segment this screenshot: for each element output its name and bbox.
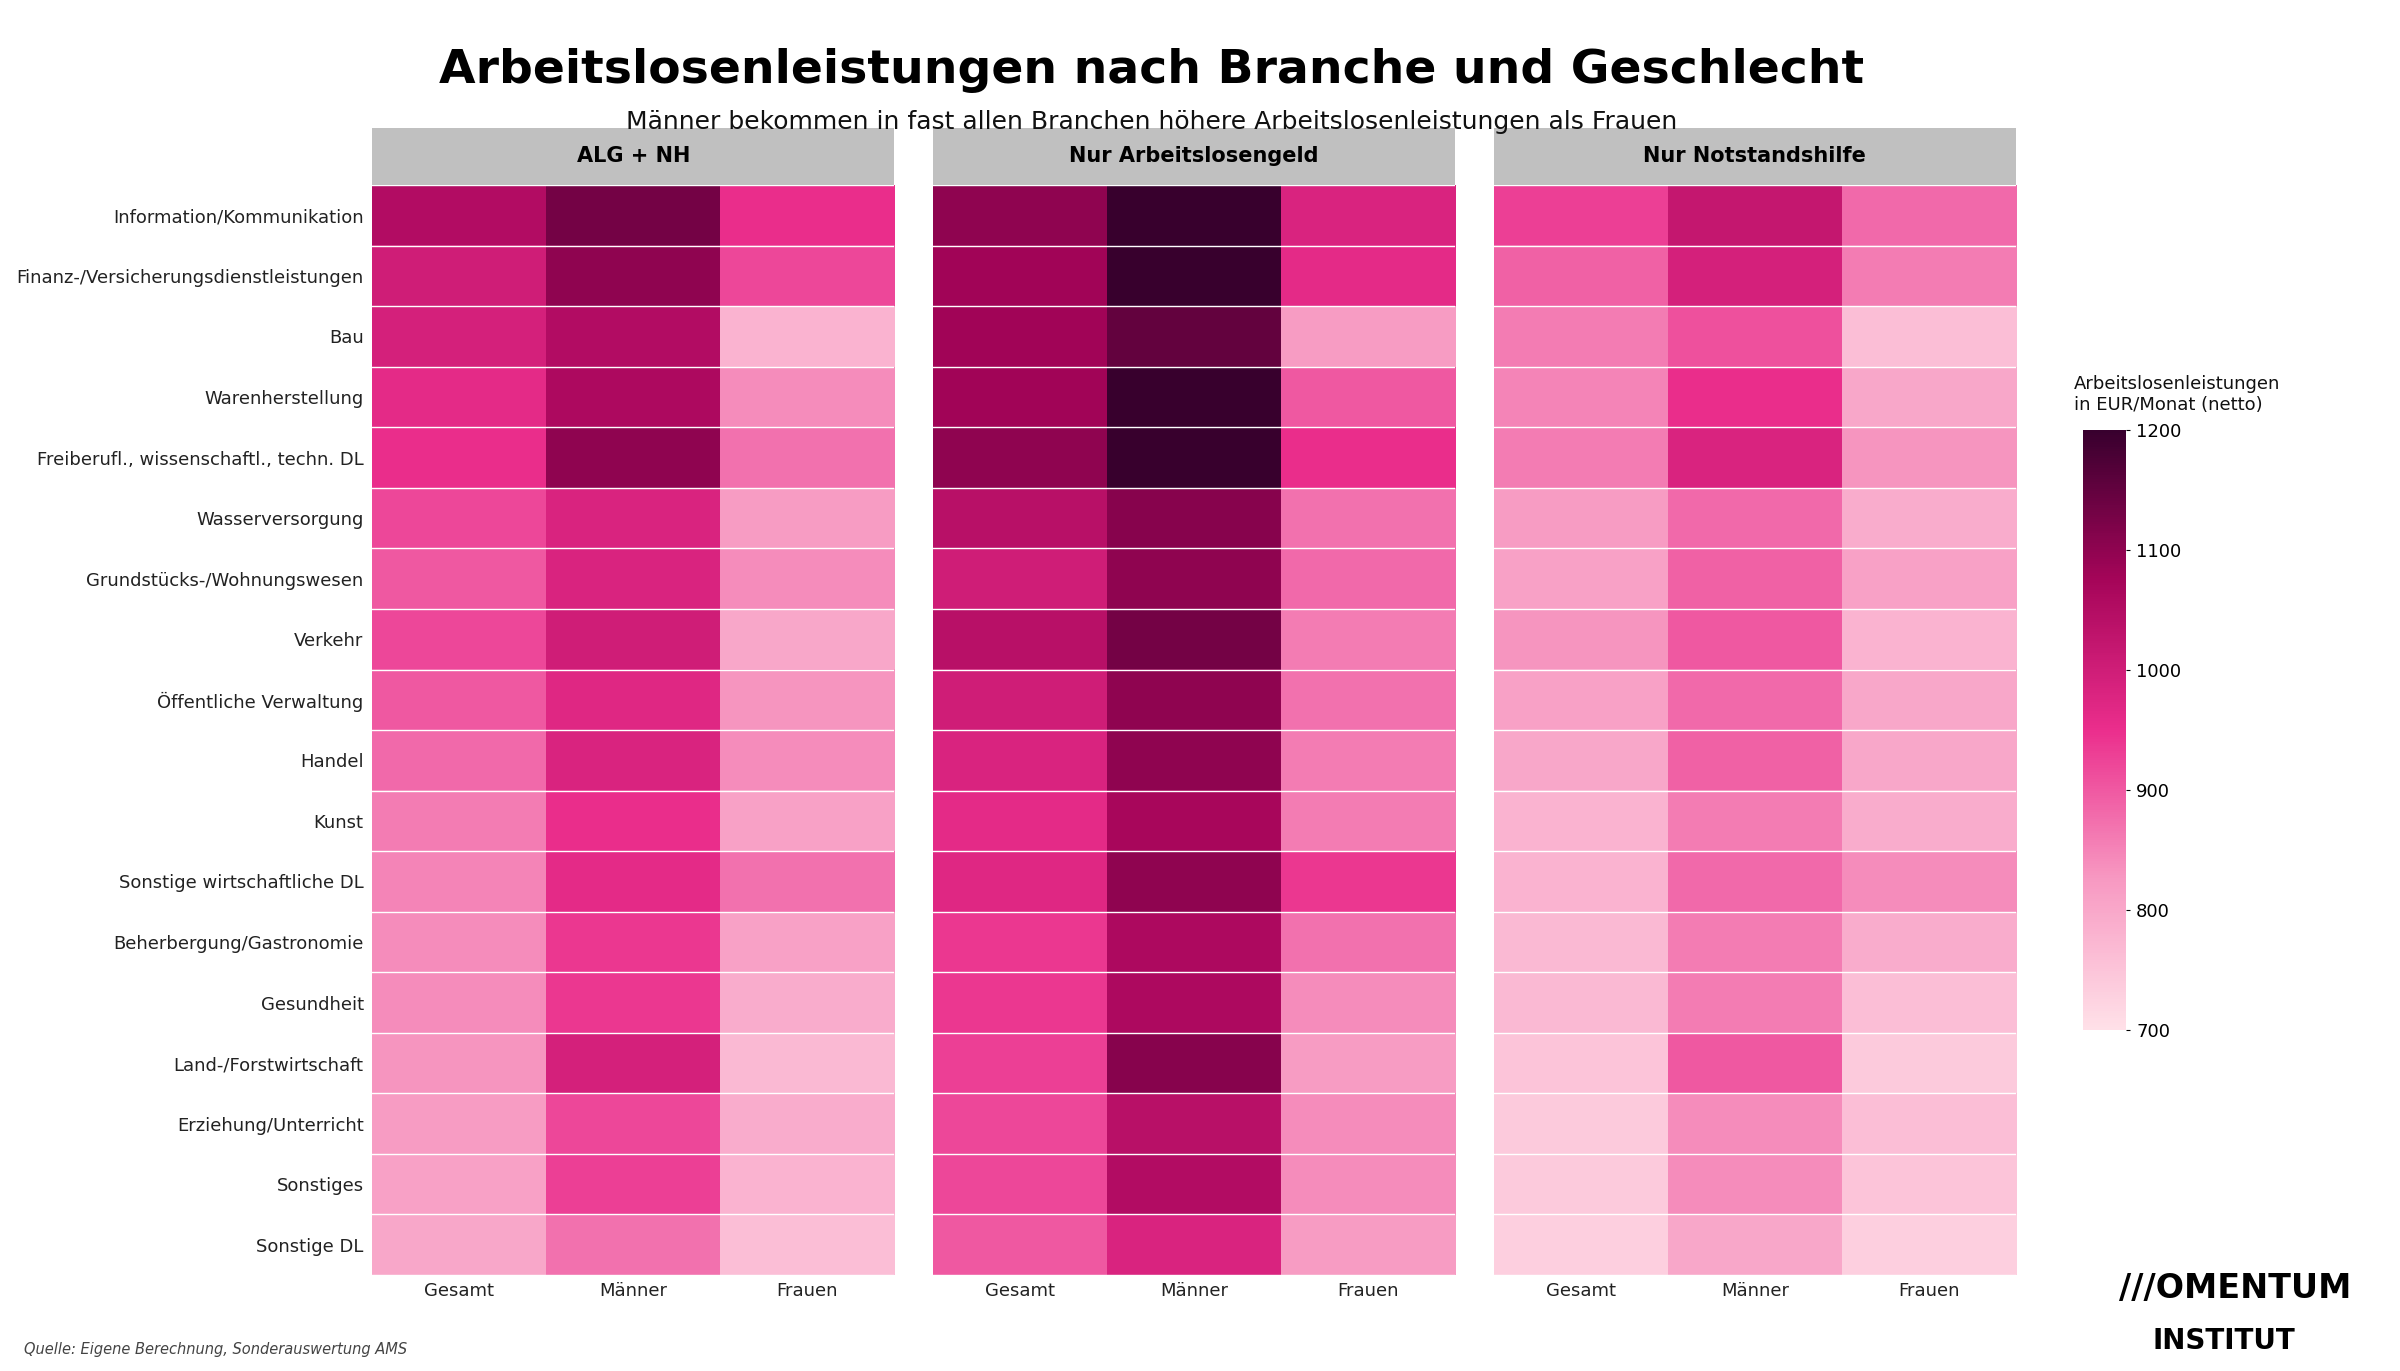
Text: ALG + NH: ALG + NH <box>576 147 689 166</box>
Text: Arbeitslosenleistungen
in EUR/Monat (netto): Arbeitslosenleistungen in EUR/Monat (net… <box>2074 376 2280 414</box>
Text: Quelle: Eigene Berechnung, Sonderauswertung AMS: Quelle: Eigene Berechnung, Sonderauswert… <box>24 1342 408 1357</box>
Text: Arbeitslosenleistungen nach Branche und Geschlecht: Arbeitslosenleistungen nach Branche und … <box>439 48 1865 93</box>
Text: Männer bekommen in fast allen Branchen höhere Arbeitslosenleistungen als Frauen: Männer bekommen in fast allen Branchen h… <box>626 110 1678 134</box>
Text: Nur Arbeitslosengeld: Nur Arbeitslosengeld <box>1070 147 1318 166</box>
Text: ///OMENTUM: ///OMENTUM <box>2119 1272 2352 1305</box>
Text: Nur Notstandshilfe: Nur Notstandshilfe <box>1644 147 1867 166</box>
Text: INSTITUT: INSTITUT <box>2153 1327 2294 1355</box>
